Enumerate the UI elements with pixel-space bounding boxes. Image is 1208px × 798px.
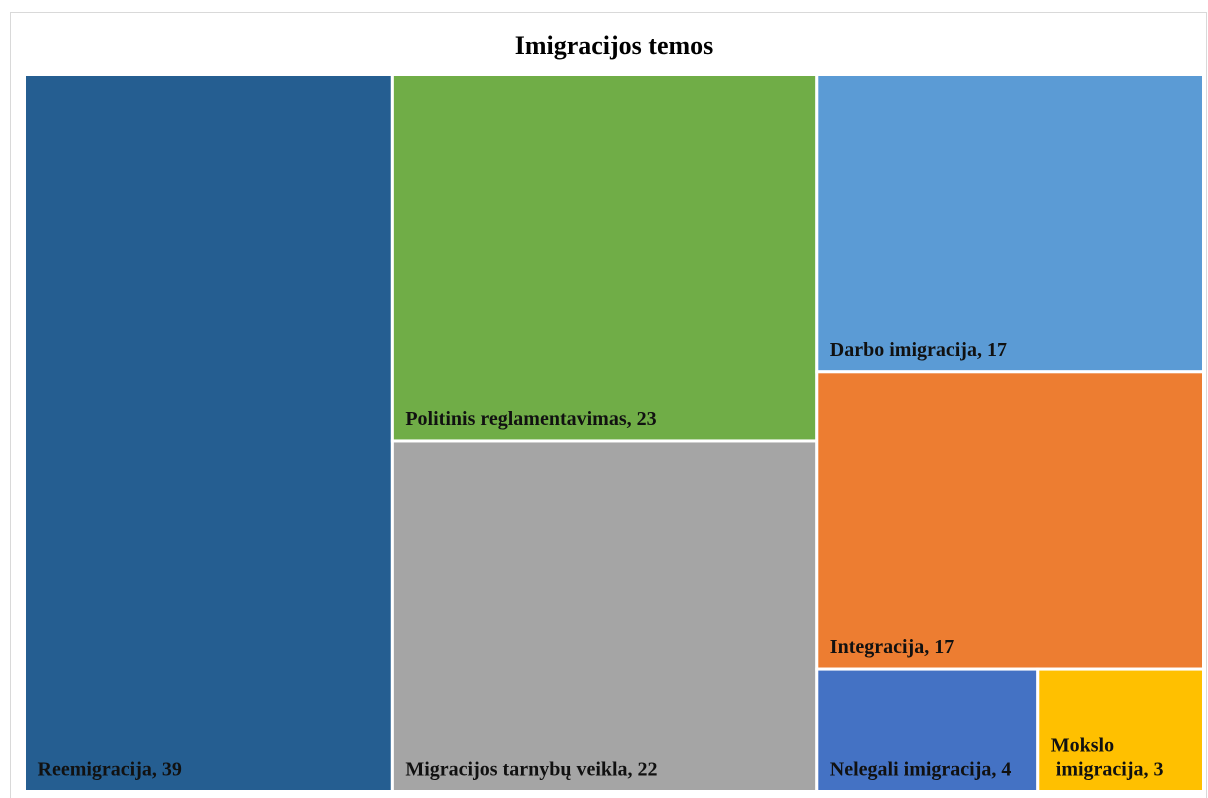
tile-label: Integracija, 17: [830, 636, 954, 658]
treemap-tile: [390, 439, 819, 793]
treemap-tile: [390, 73, 819, 443]
tile-label: Darbo imigracija, 17: [830, 339, 1007, 361]
tile-label: Migracijos tarnybų veikla, 22: [405, 759, 657, 781]
tile-label: Nelegali imigracija, 4: [830, 759, 1012, 781]
chart-frame: [10, 12, 1207, 798]
treemap: Reemigracija, 39 Politinis reglamentavima…: [23, 73, 1206, 794]
chart-title: Imigracijos temos: [515, 31, 714, 60]
tile-label: Reemigracija, 39: [38, 759, 182, 781]
treemap-tile: [23, 73, 394, 793]
tile-label: Mokslo imigracija, 3: [1051, 735, 1164, 781]
tile-label: Politinis reglamentavimas, 23: [405, 408, 656, 430]
treemap-tile: [1036, 667, 1205, 794]
treemap-tile: [815, 73, 1206, 374]
treemap-tile: [815, 370, 1206, 671]
